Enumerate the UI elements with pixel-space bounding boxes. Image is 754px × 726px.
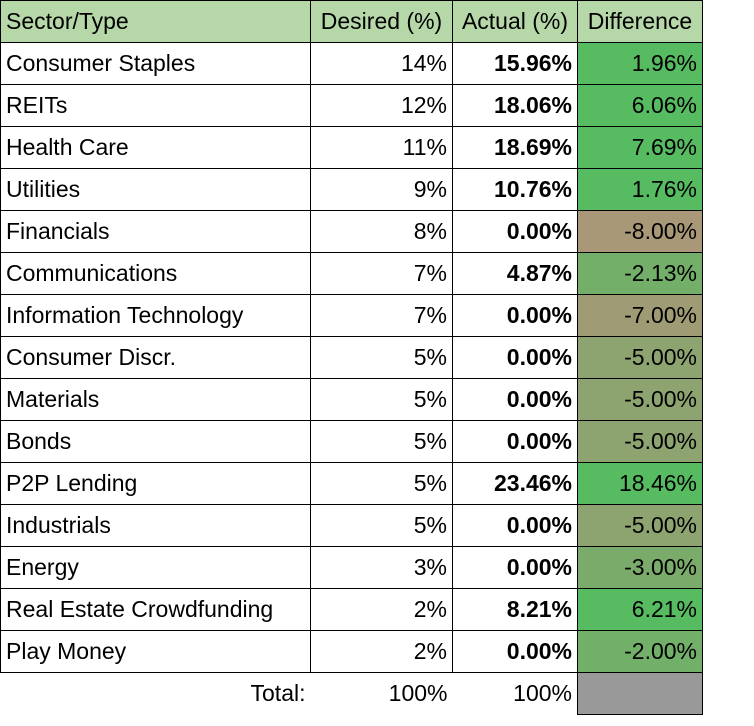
difference-cell[interactable]: 1.76% <box>577 168 703 211</box>
difference-cell[interactable]: 6.21% <box>577 588 703 631</box>
sector-cell[interactable]: REITs <box>0 84 311 127</box>
difference-cell[interactable]: -8.00% <box>577 210 703 253</box>
allocation-table: Sector/Type Desired (%) Actual (%) Diffe… <box>0 0 703 715</box>
table-row: Bonds 5% 0.00% -5.00% <box>0 420 703 463</box>
desired-cell[interactable]: 7% <box>310 252 453 295</box>
table-row: P2P Lending 5% 23.46% 18.46% <box>0 462 703 505</box>
actual-cell[interactable]: 0.00% <box>452 336 578 379</box>
actual-cell[interactable]: 0.00% <box>452 630 578 673</box>
sector-cell[interactable]: Play Money <box>0 630 311 673</box>
desired-cell[interactable]: 14% <box>310 42 453 85</box>
actual-cell[interactable]: 0.00% <box>452 504 578 547</box>
sector-cell[interactable]: Industrials <box>0 504 311 547</box>
actual-cell[interactable]: 18.06% <box>452 84 578 127</box>
actual-cell[interactable]: 10.76% <box>452 168 578 211</box>
sector-cell[interactable]: Communications <box>0 252 311 295</box>
total-desired[interactable]: 100% <box>310 672 453 715</box>
actual-cell[interactable]: 18.69% <box>452 126 578 169</box>
sector-cell[interactable]: P2P Lending <box>0 462 311 505</box>
desired-cell[interactable]: 12% <box>310 84 453 127</box>
total-difference-empty[interactable] <box>577 672 703 715</box>
sector-cell[interactable]: Energy <box>0 546 311 589</box>
table-row: Materials 5% 0.00% -5.00% <box>0 378 703 421</box>
table-row: Industrials 5% 0.00% -5.00% <box>0 504 703 547</box>
table-row: REITs 12% 18.06% 6.06% <box>0 84 703 127</box>
difference-cell[interactable]: 7.69% <box>577 126 703 169</box>
actual-cell[interactable]: 23.46% <box>452 462 578 505</box>
desired-cell[interactable]: 7% <box>310 294 453 337</box>
difference-cell[interactable]: -2.13% <box>577 252 703 295</box>
table-row: Utilities 9% 10.76% 1.76% <box>0 168 703 211</box>
actual-cell[interactable]: 0.00% <box>452 294 578 337</box>
table-row: Real Estate Crowdfunding 2% 8.21% 6.21% <box>0 588 703 631</box>
table-row: Energy 3% 0.00% -3.00% <box>0 546 703 589</box>
sector-cell[interactable]: Consumer Discr. <box>0 336 311 379</box>
table-row: Consumer Discr. 5% 0.00% -5.00% <box>0 336 703 379</box>
table-row: Health Care 11% 18.69% 7.69% <box>0 126 703 169</box>
sector-cell[interactable]: Consumer Staples <box>0 42 311 85</box>
sector-cell[interactable]: Health Care <box>0 126 311 169</box>
header-actual[interactable]: Actual (%) <box>452 0 578 43</box>
desired-cell[interactable]: 5% <box>310 336 453 379</box>
table-row: Communications 7% 4.87% -2.13% <box>0 252 703 295</box>
sector-cell[interactable]: Real Estate Crowdfunding <box>0 588 311 631</box>
table-row: Financials 8% 0.00% -8.00% <box>0 210 703 253</box>
difference-cell[interactable]: 18.46% <box>577 462 703 505</box>
header-row: Sector/Type Desired (%) Actual (%) Diffe… <box>0 0 703 43</box>
header-desired[interactable]: Desired (%) <box>310 0 453 43</box>
actual-cell[interactable]: 0.00% <box>452 210 578 253</box>
difference-cell[interactable]: -3.00% <box>577 546 703 589</box>
table-row: Consumer Staples 14% 15.96% 1.96% <box>0 42 703 85</box>
difference-cell[interactable]: 1.96% <box>577 42 703 85</box>
desired-cell[interactable]: 9% <box>310 168 453 211</box>
difference-cell[interactable]: 6.06% <box>577 84 703 127</box>
sector-cell[interactable]: Materials <box>0 378 311 421</box>
desired-cell[interactable]: 5% <box>310 504 453 547</box>
desired-cell[interactable]: 8% <box>310 210 453 253</box>
desired-cell[interactable]: 5% <box>310 462 453 505</box>
sector-cell[interactable]: Financials <box>0 210 311 253</box>
actual-cell[interactable]: 0.00% <box>452 420 578 463</box>
actual-cell[interactable]: 8.21% <box>452 588 578 631</box>
header-sector[interactable]: Sector/Type <box>0 0 311 43</box>
desired-cell[interactable]: 11% <box>310 126 453 169</box>
table-row: Play Money 2% 0.00% -2.00% <box>0 630 703 673</box>
table-row: Information Technology 7% 0.00% -7.00% <box>0 294 703 337</box>
actual-cell[interactable]: 0.00% <box>452 546 578 589</box>
difference-cell[interactable]: -5.00% <box>577 504 703 547</box>
difference-cell[interactable]: -2.00% <box>577 630 703 673</box>
header-difference[interactable]: Difference <box>577 0 703 43</box>
difference-cell[interactable]: -5.00% <box>577 336 703 379</box>
desired-cell[interactable]: 5% <box>310 378 453 421</box>
actual-cell[interactable]: 4.87% <box>452 252 578 295</box>
sector-cell[interactable]: Information Technology <box>0 294 311 337</box>
sector-cell[interactable]: Bonds <box>0 420 311 463</box>
difference-cell[interactable]: -5.00% <box>577 378 703 421</box>
total-label[interactable]: Total: <box>0 672 311 715</box>
desired-cell[interactable]: 2% <box>310 630 453 673</box>
actual-cell[interactable]: 0.00% <box>452 378 578 421</box>
difference-cell[interactable]: -7.00% <box>577 294 703 337</box>
total-row: Total: 100% 100% <box>0 672 703 715</box>
actual-cell[interactable]: 15.96% <box>452 42 578 85</box>
total-actual[interactable]: 100% <box>452 672 578 715</box>
desired-cell[interactable]: 3% <box>310 546 453 589</box>
desired-cell[interactable]: 5% <box>310 420 453 463</box>
sector-cell[interactable]: Utilities <box>0 168 311 211</box>
difference-cell[interactable]: -5.00% <box>577 420 703 463</box>
desired-cell[interactable]: 2% <box>310 588 453 631</box>
